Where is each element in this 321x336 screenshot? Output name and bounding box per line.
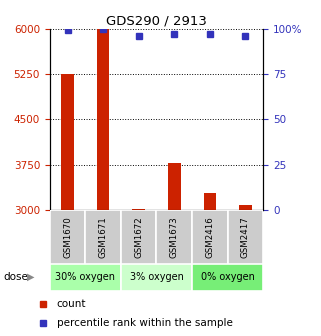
Bar (156, 210, 192, 264)
Bar (204, 193, 216, 210)
Text: 0% oxygen: 0% oxygen (201, 272, 255, 282)
Bar (85, 210, 121, 264)
Bar (61, 74, 74, 210)
Bar (192, 264, 263, 291)
Text: ▶: ▶ (27, 272, 35, 282)
Bar (133, 209, 145, 210)
Text: 3% oxygen: 3% oxygen (130, 272, 183, 282)
Text: GSM1670: GSM1670 (63, 216, 72, 258)
Text: GSM2417: GSM2417 (241, 216, 250, 258)
Text: GSM1672: GSM1672 (134, 216, 143, 258)
Text: count: count (56, 299, 86, 309)
Bar (168, 163, 180, 210)
Bar (228, 210, 263, 264)
Text: GSM1671: GSM1671 (99, 216, 108, 258)
Text: percentile rank within the sample: percentile rank within the sample (56, 318, 232, 328)
Bar (50, 210, 85, 264)
Bar (121, 210, 156, 264)
Text: 30% oxygen: 30% oxygen (55, 272, 115, 282)
Title: GDS290 / 2913: GDS290 / 2913 (106, 14, 207, 28)
Text: dose: dose (3, 272, 28, 282)
Bar (97, 29, 109, 210)
Text: GSM2416: GSM2416 (205, 216, 214, 258)
Bar (192, 210, 228, 264)
Bar (121, 264, 192, 291)
Text: GSM1673: GSM1673 (170, 216, 179, 258)
Bar (50, 264, 121, 291)
Bar (239, 205, 252, 210)
